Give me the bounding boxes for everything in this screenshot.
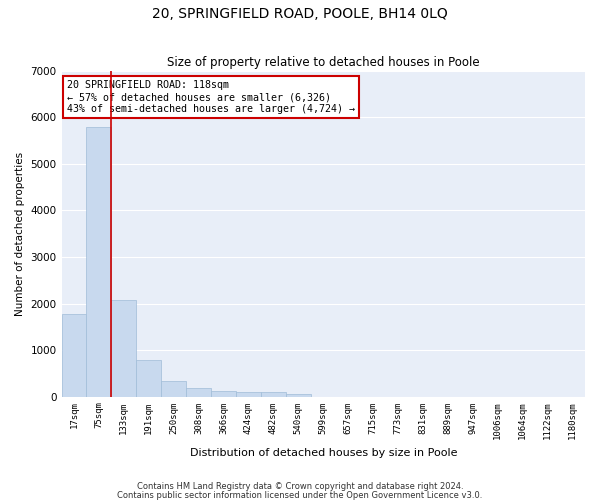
Bar — [86, 128, 112, 396]
Bar — [261, 392, 286, 396]
Title: Size of property relative to detached houses in Poole: Size of property relative to detached ho… — [167, 56, 479, 70]
Bar — [236, 392, 261, 396]
Bar — [186, 388, 211, 396]
Bar — [161, 381, 186, 396]
Bar — [62, 314, 86, 396]
Text: 20, SPRINGFIELD ROAD, POOLE, BH14 0LQ: 20, SPRINGFIELD ROAD, POOLE, BH14 0LQ — [152, 8, 448, 22]
Y-axis label: Number of detached properties: Number of detached properties — [15, 152, 25, 316]
Bar — [112, 300, 136, 396]
Text: 20 SPRINGFIELD ROAD: 118sqm
← 57% of detached houses are smaller (6,326)
43% of : 20 SPRINGFIELD ROAD: 118sqm ← 57% of det… — [67, 80, 355, 114]
Bar — [286, 394, 311, 396]
Text: Contains public sector information licensed under the Open Government Licence v3: Contains public sector information licen… — [118, 490, 482, 500]
Bar — [136, 360, 161, 397]
X-axis label: Distribution of detached houses by size in Poole: Distribution of detached houses by size … — [190, 448, 457, 458]
Text: Contains HM Land Registry data © Crown copyright and database right 2024.: Contains HM Land Registry data © Crown c… — [137, 482, 463, 491]
Bar — [211, 392, 236, 396]
